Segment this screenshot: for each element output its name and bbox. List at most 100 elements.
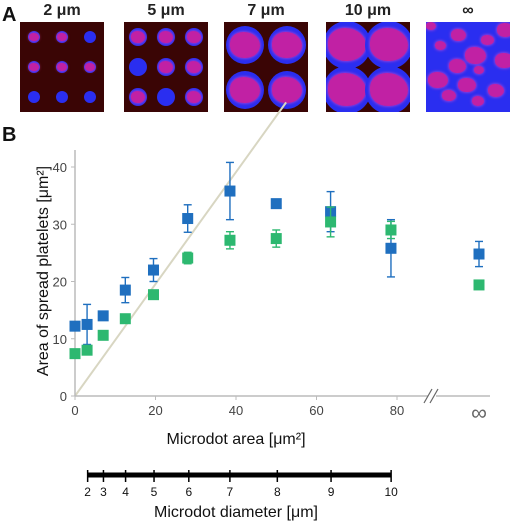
data-point-green <box>69 348 81 360</box>
platelet <box>435 41 446 50</box>
data-point-green <box>81 344 93 356</box>
platelet <box>497 23 510 37</box>
y-axis-label: Area of spread platelets [μm²] <box>35 166 52 376</box>
data-point-green <box>385 224 397 236</box>
platelet <box>488 84 504 97</box>
data-point-green <box>325 216 337 228</box>
data-point-green <box>182 252 194 264</box>
micro-image <box>426 22 510 112</box>
panel-b-letter: B <box>2 124 17 146</box>
diameter-tick-label: 6 <box>185 485 192 499</box>
axis-break-mark <box>423 388 433 404</box>
diameter-tick-label: 2 <box>84 485 91 499</box>
platelet <box>186 90 202 104</box>
y-tick-label: 20 <box>53 275 67 290</box>
microdot <box>56 91 68 103</box>
data-point-blue <box>182 213 194 225</box>
platelet <box>186 60 202 74</box>
platelet <box>29 62 39 72</box>
diameter-tick-label: 10 <box>384 485 398 499</box>
micro-title: 5 μm <box>147 2 185 19</box>
platelet <box>369 73 409 106</box>
y-tick-label: 30 <box>53 217 67 232</box>
x-tick-label: 40 <box>229 403 243 418</box>
x-tick-label: 80 <box>390 403 404 418</box>
platelet <box>458 78 476 93</box>
micro-image <box>224 22 308 112</box>
platelet <box>158 60 174 74</box>
micro-title: 10 μm <box>344 2 392 19</box>
diameter-tick-label: 7 <box>227 485 234 499</box>
platelet <box>474 66 484 74</box>
platelet <box>495 53 510 69</box>
data-point-green <box>97 329 109 341</box>
platelet <box>481 35 494 46</box>
data-point-blue <box>119 284 131 296</box>
data-point-green <box>224 234 236 246</box>
data-point-green <box>147 289 159 301</box>
microdot <box>84 91 96 103</box>
microdot <box>28 91 40 103</box>
platelet <box>57 32 67 42</box>
platelet <box>130 90 146 104</box>
y-tick-label: 10 <box>53 332 67 347</box>
data-point-green <box>473 279 485 291</box>
y-tick-label: 40 <box>53 160 67 175</box>
data-point-blue <box>69 320 81 332</box>
data-point-green <box>270 233 282 245</box>
x-tick-label: 0 <box>71 403 78 418</box>
platelet <box>426 22 436 30</box>
panel-a-letter: A <box>2 4 17 26</box>
data-point-blue <box>270 198 282 210</box>
x-tick-label: 20 <box>148 403 162 418</box>
platelet <box>451 29 466 41</box>
platelet <box>57 62 67 72</box>
reference-diagonal-line <box>74 101 287 397</box>
diameter-tick-label: 3 <box>100 485 107 499</box>
data-point-blue <box>147 264 159 276</box>
axis-break-mark <box>429 388 439 404</box>
x-tick-label-infinity: ∞ <box>471 400 487 425</box>
microdot <box>129 58 147 76</box>
data-point-blue <box>473 248 485 260</box>
platelet <box>229 31 261 58</box>
diameter-axis-label: Microdot diameter [μm] <box>154 504 318 521</box>
data-point-blue <box>97 310 109 322</box>
platelet <box>158 30 174 44</box>
micro-image <box>326 22 410 112</box>
diameter-tick-label: 9 <box>328 485 335 499</box>
platelet <box>186 30 202 44</box>
micro-title: 2 μm <box>43 2 81 19</box>
data-point-blue <box>224 185 236 197</box>
platelet <box>428 72 448 88</box>
platelet <box>369 28 409 61</box>
platelet <box>465 47 486 64</box>
platelet <box>130 30 146 44</box>
platelet <box>327 28 367 61</box>
microdot <box>84 31 96 43</box>
platelet <box>449 59 466 73</box>
micro-title: 7 μm <box>247 2 285 19</box>
diameter-tick-label: 5 <box>151 485 158 499</box>
data-point-blue <box>385 242 397 254</box>
platelet <box>271 31 303 58</box>
platelet <box>29 32 39 42</box>
platelet <box>229 76 261 103</box>
platelet <box>472 96 484 106</box>
microdot <box>157 88 175 106</box>
micro-title: ∞ <box>462 2 474 19</box>
diameter-tick-label: 4 <box>122 485 129 499</box>
data-point-green <box>119 313 131 325</box>
x-axis-label: Microdot area [μm²] <box>166 431 305 448</box>
y-tick-label: 0 <box>60 389 67 404</box>
platelet <box>271 76 303 103</box>
platelet <box>85 62 95 72</box>
data-point-blue <box>81 318 93 330</box>
diameter-tick-label: 8 <box>274 485 281 499</box>
x-tick-label: 60 <box>309 403 323 418</box>
platelet <box>442 90 456 102</box>
micro-image <box>124 22 208 112</box>
micro-image <box>20 22 104 112</box>
platelet <box>327 73 367 106</box>
